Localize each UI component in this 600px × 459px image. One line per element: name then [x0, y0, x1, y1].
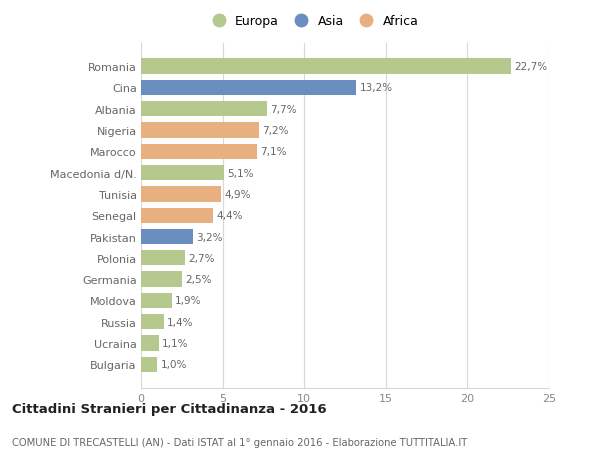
Text: 1,0%: 1,0%	[161, 359, 187, 369]
Bar	[141, 293, 172, 308]
Bar	[141, 144, 257, 160]
Bar	[141, 251, 185, 266]
Text: 7,7%: 7,7%	[270, 105, 296, 114]
Bar	[141, 336, 159, 351]
Text: 7,2%: 7,2%	[262, 126, 288, 136]
Bar	[141, 59, 511, 74]
Bar	[141, 187, 221, 202]
Bar	[141, 230, 193, 245]
Text: 1,4%: 1,4%	[167, 317, 194, 327]
Bar	[141, 123, 259, 138]
Text: Cittadini Stranieri per Cittadinanza - 2016: Cittadini Stranieri per Cittadinanza - 2…	[12, 403, 326, 415]
Bar	[141, 80, 356, 96]
Text: 4,4%: 4,4%	[216, 211, 242, 221]
Bar	[141, 357, 157, 372]
Bar	[141, 208, 213, 224]
Text: 1,1%: 1,1%	[162, 338, 189, 348]
Bar	[141, 102, 266, 117]
Text: 22,7%: 22,7%	[515, 62, 548, 72]
Text: 13,2%: 13,2%	[359, 83, 393, 93]
Legend: Europa, Asia, Africa: Europa, Asia, Africa	[206, 16, 418, 28]
Text: 1,9%: 1,9%	[175, 296, 202, 306]
Text: COMUNE DI TRECASTELLI (AN) - Dati ISTAT al 1° gennaio 2016 - Elaborazione TUTTIT: COMUNE DI TRECASTELLI (AN) - Dati ISTAT …	[12, 437, 467, 448]
Bar	[141, 272, 182, 287]
Text: 2,7%: 2,7%	[188, 253, 215, 263]
Bar	[141, 166, 224, 181]
Bar	[141, 314, 164, 330]
Text: 5,1%: 5,1%	[227, 168, 254, 178]
Text: 4,9%: 4,9%	[224, 190, 251, 200]
Text: 3,2%: 3,2%	[196, 232, 223, 242]
Text: 7,1%: 7,1%	[260, 147, 287, 157]
Text: 2,5%: 2,5%	[185, 274, 212, 285]
